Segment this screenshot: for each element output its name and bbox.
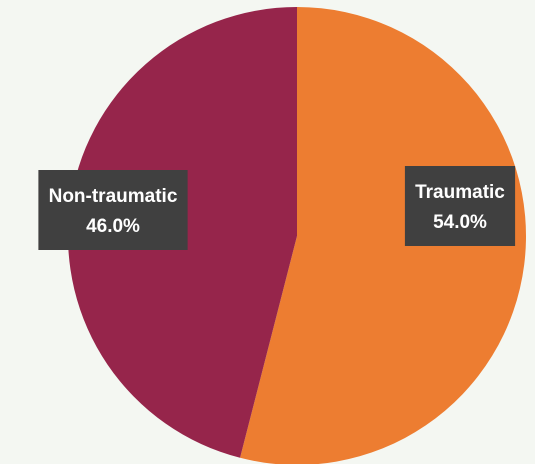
- pie-slice: [240, 7, 526, 464]
- label-category: Non-traumatic: [49, 186, 178, 207]
- data-label: Non-traumatic 46.0%: [38, 170, 188, 250]
- data-label: Traumatic 54.0%: [404, 166, 516, 246]
- label-box: [404, 166, 516, 246]
- label-value: 46.0%: [86, 216, 140, 237]
- label-box: [38, 170, 188, 250]
- label-category: Traumatic: [415, 182, 505, 203]
- label-value: 54.0%: [433, 212, 487, 233]
